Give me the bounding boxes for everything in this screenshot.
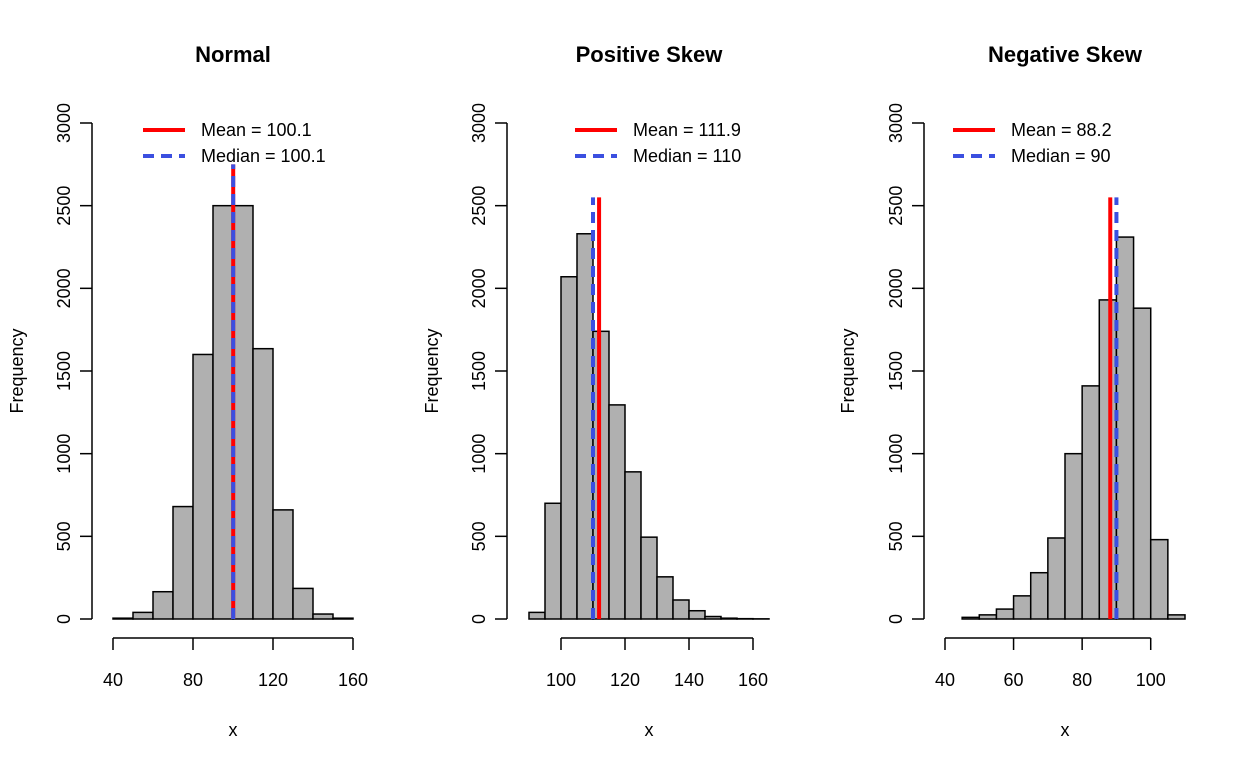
y-tick-label: 1500 (469, 351, 489, 391)
histogram-bar (640, 536, 658, 620)
panel-normal: Normal x Frequency 40 80 120 160 0 500 1000 150… (7, 42, 368, 740)
y-tick-label: 2500 (469, 186, 489, 226)
y-tick-label: 500 (54, 521, 74, 551)
histogram-bar (560, 276, 578, 620)
legend-median-label: Median = 110 (633, 146, 741, 166)
histogram-bar (332, 617, 354, 620)
histogram-bar (720, 617, 738, 620)
y-tick-label: 1000 (886, 434, 906, 474)
y-tick-label: 0 (886, 614, 906, 624)
legend: Mean = 88.2 Median = 90 (953, 120, 1112, 166)
panel-title: Negative Skew (988, 42, 1143, 67)
panel-title: Positive Skew (576, 42, 724, 67)
x-tick-label: 100 (1136, 670, 1166, 690)
x-tick-label: 40 (935, 670, 955, 690)
histogram-bar (1149, 538, 1169, 620)
y-tick-label: 0 (469, 614, 489, 624)
y-tick-label: 1500 (54, 351, 74, 391)
x-tick-label: 80 (183, 670, 203, 690)
x-tick-label: 120 (258, 670, 288, 690)
histogram-bar (1012, 595, 1032, 620)
x-tick-label: 100 (546, 670, 576, 690)
histogram-bar (528, 611, 546, 620)
legend-median-label: Median = 100.1 (201, 146, 326, 166)
histogram-bar (152, 590, 174, 620)
legend-mean-label: Mean = 111.9 (633, 120, 741, 140)
x-tick-label: 120 (610, 670, 640, 690)
histogram-bar (212, 204, 234, 620)
y-axis-label: Frequency (7, 328, 27, 413)
histogram-bar (1047, 537, 1066, 620)
y-tick-label: 0 (54, 614, 74, 624)
y-tick-label: 1500 (886, 351, 906, 391)
histogram-bar (704, 615, 722, 620)
x-tick-label: 40 (103, 670, 123, 690)
x-tick-label: 160 (338, 670, 368, 690)
y-axis-label: Frequency (422, 328, 442, 413)
x-tick-label: 140 (674, 670, 704, 690)
x-tick-label: 160 (738, 670, 768, 690)
legend-mean-label: Mean = 88.2 (1011, 120, 1112, 140)
histogram-bar (672, 599, 690, 620)
y-tick-label: 2000 (54, 268, 74, 308)
x-axis-label: x (229, 720, 238, 740)
y-tick-label: 1000 (54, 434, 74, 474)
y-tick-label: 2500 (886, 186, 906, 226)
legend: Mean = 100.1 Median = 100.1 (143, 120, 326, 166)
legend-mean-label: Mean = 100.1 (201, 120, 312, 140)
legend-median-label: Median = 90 (1011, 146, 1111, 166)
legend: Mean = 111.9 Median = 110 (575, 120, 741, 166)
histogram-bar (1132, 307, 1152, 620)
histogram-bar (656, 576, 674, 620)
histogram-bar (272, 509, 294, 620)
histogram-bar (1029, 571, 1049, 620)
histogram-bar (544, 502, 562, 620)
y-axis-label: Frequency (838, 328, 858, 413)
panel-negative-skew: Negative Skew x Frequency 40 60 80 10005001… (838, 42, 1186, 740)
histogram-bar (995, 608, 1015, 620)
y-tick-label: 2000 (469, 268, 489, 308)
histogram-bar (688, 609, 706, 620)
histogram-bar (312, 613, 334, 620)
y-tick-label: 3000 (469, 103, 489, 143)
x-axis-label: x (645, 720, 654, 740)
histogram-bar (192, 353, 214, 620)
histogram-bar (112, 617, 134, 620)
histogram-bar (1081, 385, 1101, 620)
histogram-bar (1064, 452, 1083, 620)
y-tick-label: 2000 (886, 268, 906, 308)
y-tick-label: 2500 (54, 186, 74, 226)
histogram-bar (624, 471, 642, 620)
histogram-bar (292, 587, 314, 620)
panel-positive-skew: Positive Skew x Frequency 100 120 140 160 0 5… (422, 42, 770, 740)
histogram-bar (576, 233, 594, 620)
panel-title: Normal (195, 42, 271, 67)
histogram-bar (1098, 299, 1118, 620)
x-tick-label: 80 (1072, 670, 1092, 690)
histogram-bar (172, 505, 194, 620)
y-tick-label: 500 (469, 521, 489, 551)
histogram-bar (252, 347, 274, 620)
y-tick-label: 500 (886, 521, 906, 551)
histogram-bar (608, 404, 626, 620)
y-tick-label: 1000 (469, 434, 489, 474)
x-tick-label: 60 (1004, 670, 1024, 690)
histogram-bar (961, 616, 981, 620)
histogram-bar (1115, 236, 1135, 620)
histogram-bar (1167, 614, 1186, 620)
histogram-bar (978, 614, 998, 620)
histogram-bar (132, 611, 154, 620)
histogram-bar (232, 204, 254, 620)
y-tick-label: 3000 (886, 103, 906, 143)
y-tick-label: 3000 (54, 103, 74, 143)
x-axis-label: x (1061, 720, 1070, 740)
